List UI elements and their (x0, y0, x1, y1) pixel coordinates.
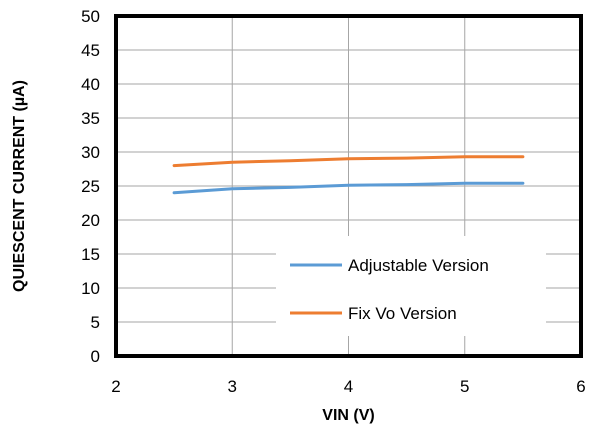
legend-label-0: Adjustable Version (348, 256, 489, 275)
x-tick-label-1: 3 (228, 377, 237, 396)
y-tick-label-6: 30 (81, 143, 100, 162)
x-tick-label-2: 4 (344, 377, 353, 396)
x-tick-label-0: 2 (111, 377, 120, 396)
x-tick-label-3: 5 (460, 377, 469, 396)
x-tick-labels: 2 3 4 5 6 (111, 377, 585, 396)
legend: Adjustable Version Fix Vo Version (276, 236, 546, 336)
legend-label-1: Fix Vo Version (348, 304, 457, 323)
y-tick-label-9: 45 (81, 41, 100, 60)
y-tick-label-4: 20 (81, 211, 100, 230)
y-tick-label-10: 50 (81, 7, 100, 26)
series-lines (172, 155, 525, 195)
y-tick-label-5: 25 (81, 177, 100, 196)
y-tick-label-8: 40 (81, 75, 100, 94)
plot-frame (114, 14, 583, 358)
y-tick-label-3: 15 (81, 245, 100, 264)
x-tick-label-4: 6 (576, 377, 585, 396)
x-axis-title: VIN (V) (322, 407, 374, 424)
y-tick-label-7: 35 (81, 109, 100, 128)
y-tick-label-2: 10 (81, 279, 100, 298)
y-tick-label-0: 0 (91, 347, 100, 366)
legend-background (276, 236, 546, 336)
y-axis-title: QUIESCENT CURRENT (µA) (11, 80, 28, 292)
series-line-1 (172, 155, 525, 168)
series-line-0 (172, 181, 525, 195)
y-tick-labels: 0 5 10 15 20 25 30 35 40 45 50 (81, 7, 100, 366)
y-tick-label-1: 5 (91, 313, 100, 332)
